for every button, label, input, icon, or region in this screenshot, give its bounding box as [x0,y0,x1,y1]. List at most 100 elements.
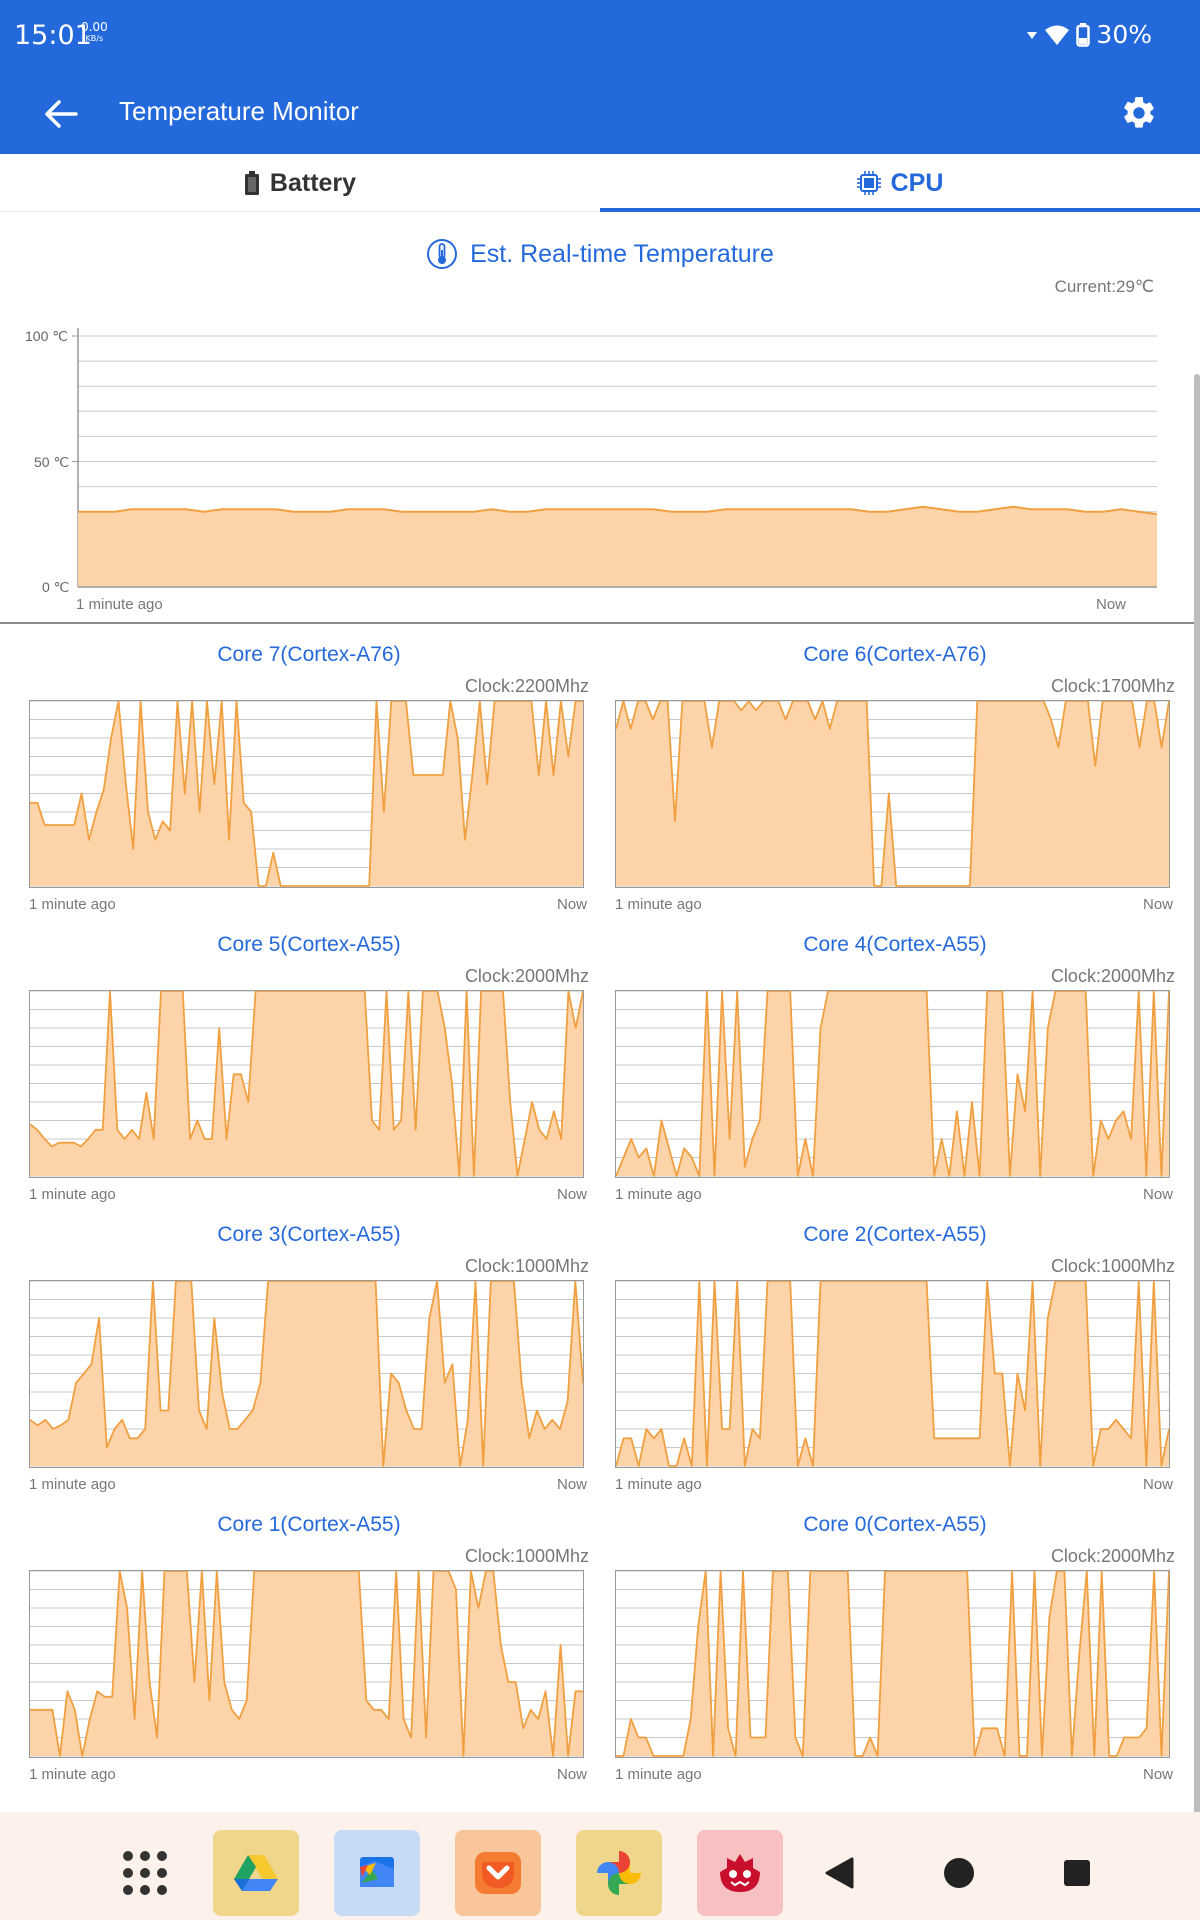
section-title-text: Est. Real-time Temperature [470,239,774,268]
back-button[interactable] [40,94,84,134]
core-x-start-label: 1 minute ago [29,1186,116,1203]
google-drive-icon [234,1855,278,1891]
temperature-chart: 100 ℃ 50 ℃ 0 ℃ 1 minute ago Now [0,316,1200,616]
core-clock: Clock:1000Mhz [1050,1256,1175,1276]
core-usage-area [616,1571,1169,1756]
core-clock: Clock:2200Mhz [464,676,589,696]
core-chart: Core 1(Cortex-A55) Clock:1000Mhz 1 minute … [29,1513,589,1793]
core-x-end-label: Now [556,1186,587,1203]
app-drawer-button[interactable] [102,1830,188,1916]
nav-bar [0,1812,1200,1920]
recents-square-icon [1064,1860,1090,1886]
files-icon [360,1857,394,1887]
core-title: Core 4(Cortex-A55) [803,933,987,956]
settings-button[interactable] [1120,94,1158,132]
tab-battery-label: Battery [269,168,357,197]
divider [0,622,1200,624]
gear-icon [1124,97,1154,128]
core-x-start-label: 1 minute ago [615,1186,702,1203]
section-title: Est. Real-time Temperature [0,238,1200,270]
signal-icon [1027,31,1038,39]
core-clock: Clock:1000Mhz [464,1256,589,1276]
wifi-icon [1045,25,1070,45]
back-nav-button[interactable] [796,1830,882,1916]
core-usage-area [30,701,583,886]
core-plot [29,1280,584,1468]
google-drive-button[interactable] [213,1830,299,1916]
core-title: Core 0(Cortex-A55) [803,1513,987,1536]
home-nav-button[interactable] [916,1830,1002,1916]
net-speed-unit: KB/s [85,34,104,43]
tab-bar: Battery CPU [0,154,1200,212]
core-title: Core 6(Cortex-A76) [803,643,987,666]
battery-status-icon [1076,22,1091,47]
core-title: Core 2(Cortex-A55) [803,1223,987,1246]
battery-percent: 30% [1096,20,1152,49]
core-x-end-label: Now [556,896,587,913]
core-chart: Core 5(Cortex-A55) Clock:2000Mhz 1 minute … [29,933,589,1213]
home-circle-icon [944,1858,974,1888]
tab-cpu-label: CPU [890,168,944,197]
status-bar: 15:01 0.00 KB/s 30% [0,0,1200,72]
arrow-left-icon [45,100,78,128]
core-plot-border [615,1280,1170,1468]
antutu-button[interactable] [697,1830,783,1916]
app-bar: Temperature Monitor [0,72,1200,154]
temperature-area [78,506,1157,587]
core-chart: Core 6(Cortex-A76) Clock:1700Mhz 1 minute … [615,643,1175,923]
back-triangle-icon [825,1857,854,1889]
core-plot [29,990,584,1178]
core-plot-border [615,1570,1170,1758]
core-plot [615,700,1170,888]
core-plot [615,1570,1170,1758]
core-chart: Core 0(Cortex-A55) Clock:2000Mhz 1 minute … [615,1513,1175,1793]
tab-cpu[interactable]: CPU [600,154,1200,212]
temperature-line [78,505,1158,516]
current-temperature: Current:29℃ [1054,277,1154,296]
app-title: Temperature Monitor [119,96,359,126]
tab-indicator [600,208,1200,212]
pocket-icon [475,1852,521,1894]
net-speed: 0.00 KB/s [81,21,108,45]
core-chart: Core 3(Cortex-A55) Clock:1000Mhz 1 minute … [29,1223,589,1503]
core-x-end-label: Now [556,1476,587,1493]
core-plot-border [29,990,584,1178]
core-x-start-label: 1 minute ago [29,1476,116,1493]
core-plot [615,990,1170,1178]
core-x-end-label: Now [1142,1186,1173,1203]
core-title: Core 5(Cortex-A55) [217,933,401,956]
core-plot-border [29,1280,584,1468]
core-usage-area [616,701,1169,886]
core-x-start-label: 1 minute ago [615,1766,702,1783]
core-title: Core 1(Cortex-A55) [217,1513,401,1536]
pocket-button[interactable] [455,1830,541,1916]
core-plot-border [615,700,1170,888]
core-x-start-label: 1 minute ago [29,896,116,913]
core-title: Core 3(Cortex-A55) [217,1223,401,1246]
status-icons: 30% [1026,20,1152,49]
google-photos-button[interactable] [576,1830,662,1916]
scrollbar[interactable] [1194,374,1200,1814]
core-x-end-label: Now [556,1766,587,1783]
core-clock: Clock:2000Mhz [1050,1546,1175,1566]
core-chart: Core 2(Cortex-A55) Clock:1000Mhz 1 minute … [615,1223,1175,1503]
core-clock: Clock:1000Mhz [464,1546,589,1566]
files-button[interactable] [334,1830,420,1916]
core-plot [615,1280,1170,1468]
core-x-start-label: 1 minute ago [29,1766,116,1783]
recents-nav-button[interactable] [1034,1830,1120,1916]
core-chart: Core 4(Cortex-A55) Clock:2000Mhz 1 minute … [615,933,1175,1213]
app-drawer-icon [123,1851,167,1895]
core-plot-border [615,990,1170,1178]
y-tick-100: 100 ℃ [25,328,68,344]
net-speed-value: 0.00 [81,20,108,34]
antutu-icon [720,1854,760,1892]
core-plot [29,1570,584,1758]
x-start-label: 1 minute ago [76,596,163,613]
core-usage-area [30,991,583,1176]
tab-battery[interactable]: Battery [0,154,600,212]
core-usage-area [30,1281,583,1466]
core-x-start-label: 1 minute ago [615,896,702,913]
temperature-chart-plot [72,328,1158,588]
status-time: 15:01 [14,20,92,51]
